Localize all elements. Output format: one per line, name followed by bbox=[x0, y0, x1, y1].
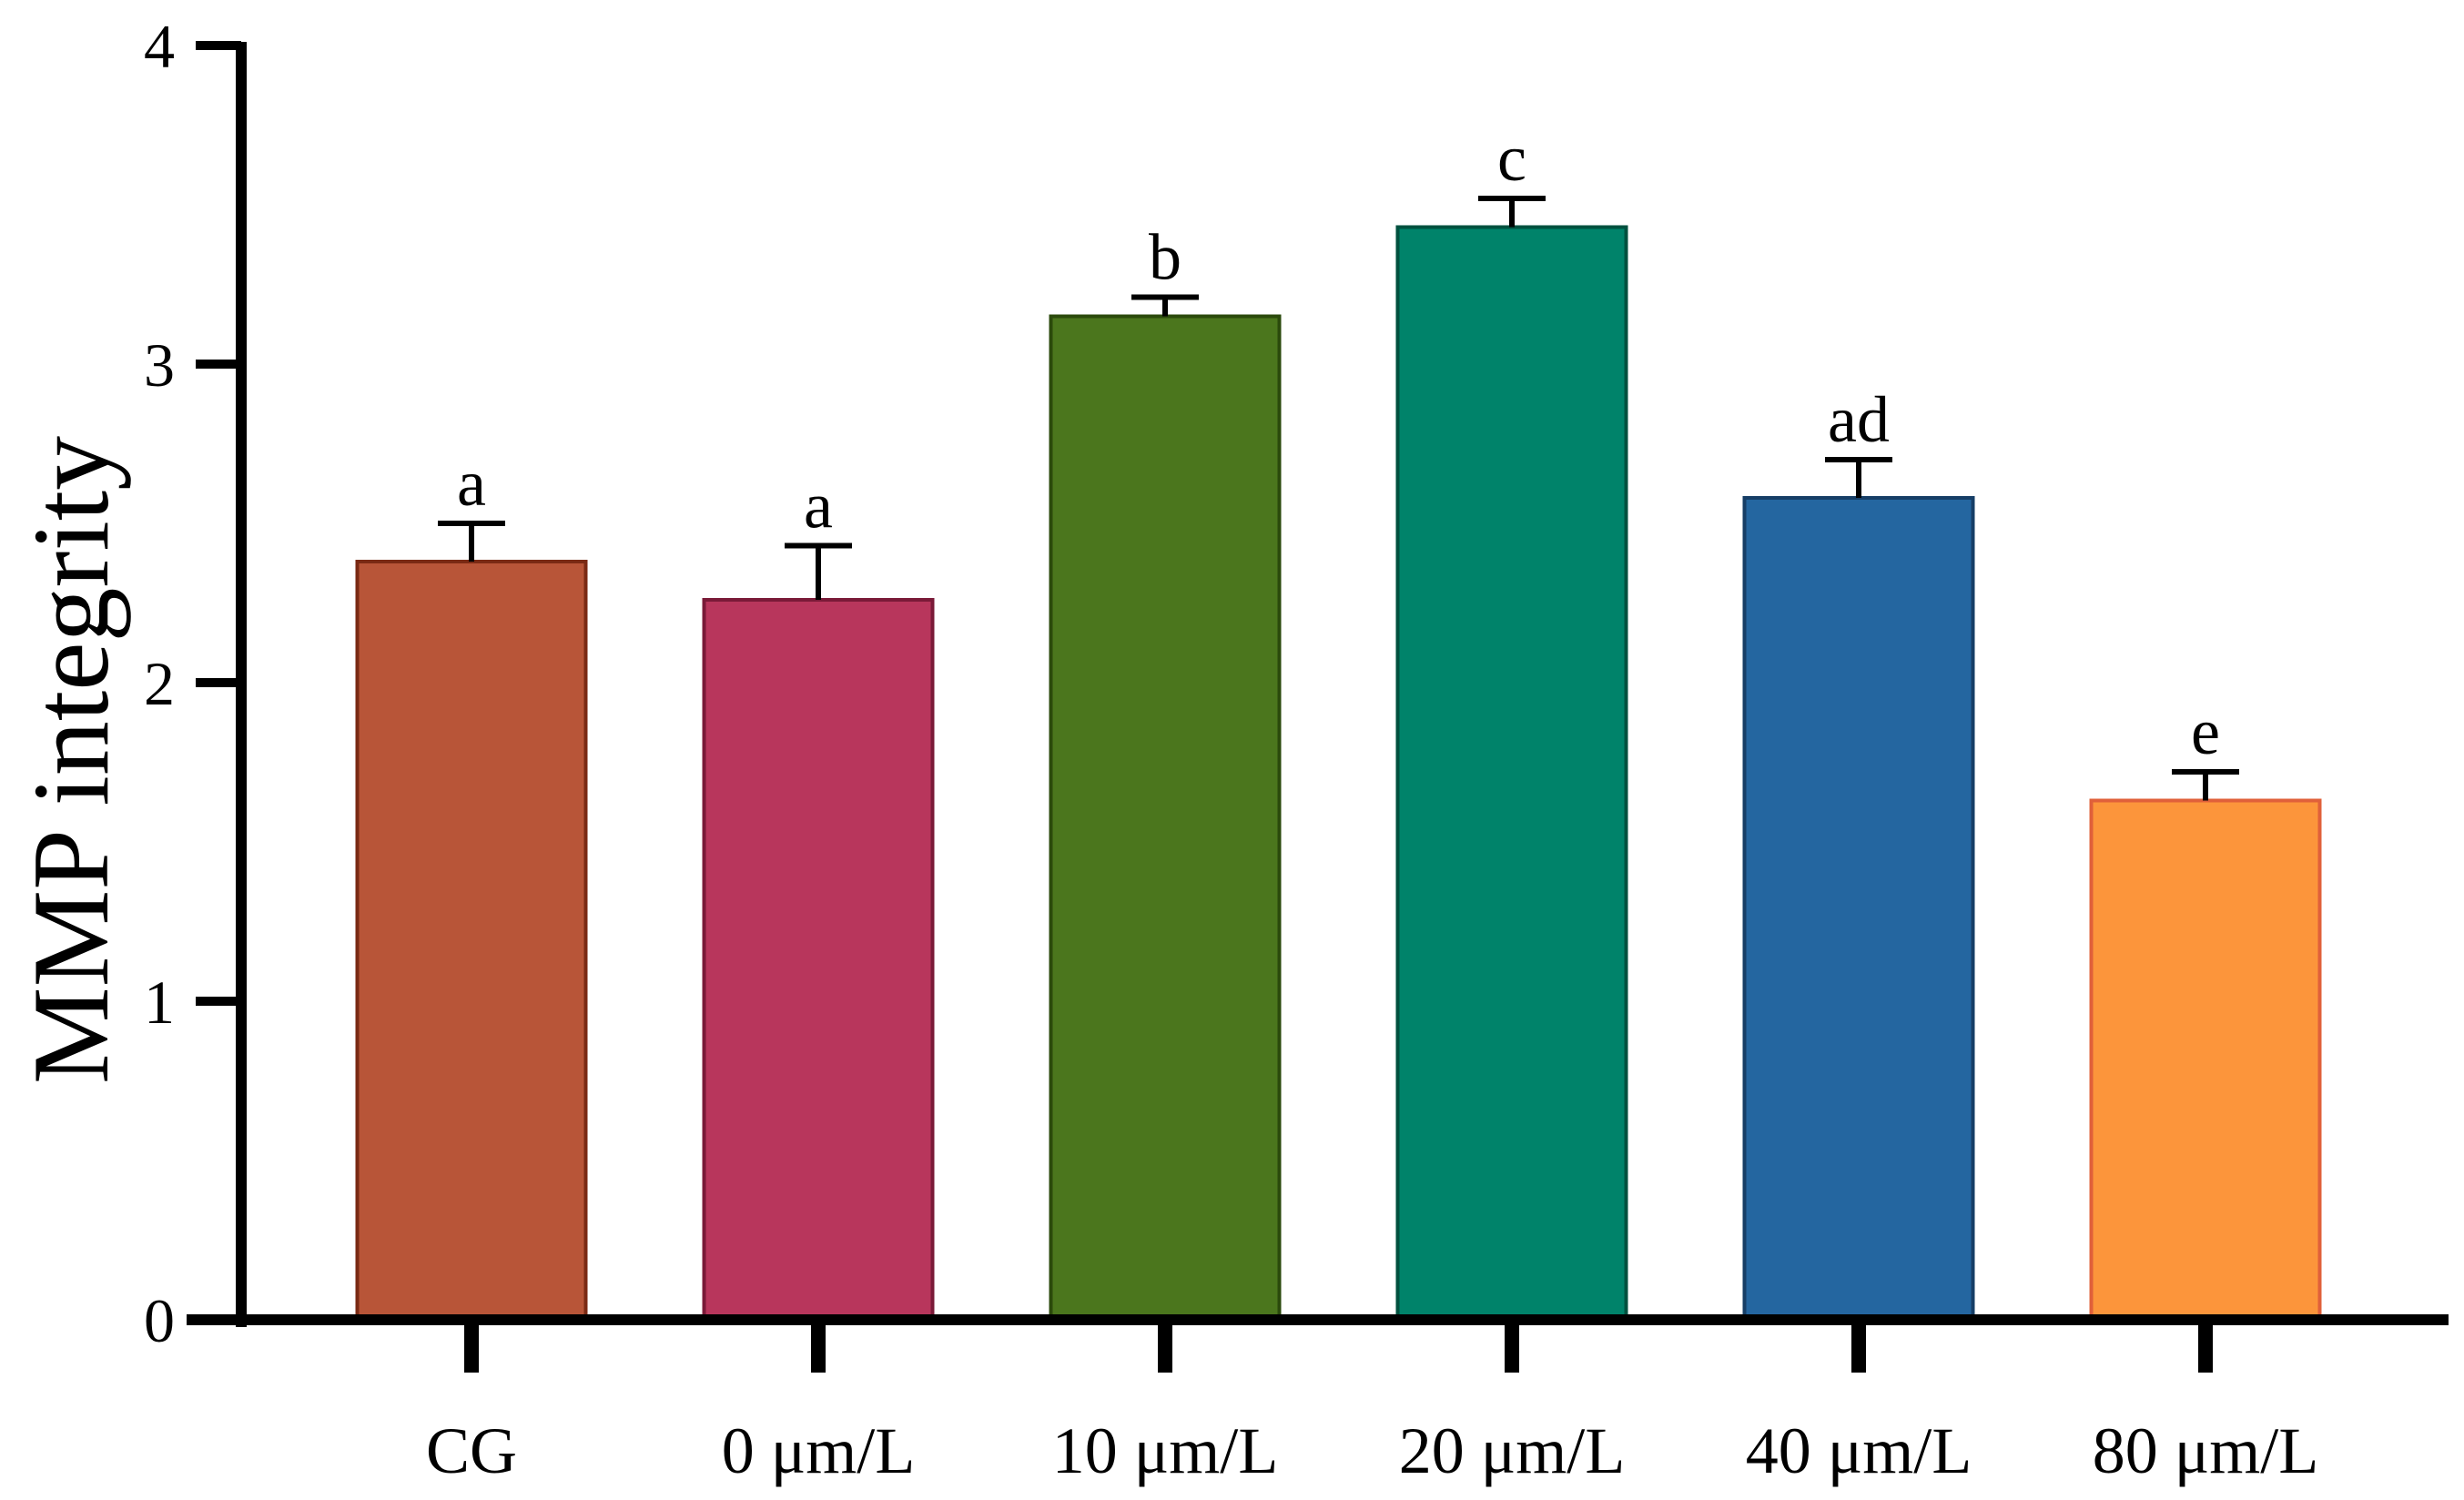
significance-label-2: b bbox=[1149, 221, 1181, 294]
x-tick-label-0: CG bbox=[426, 1414, 517, 1487]
x-tick-label-5: 80 μm/L bbox=[2093, 1414, 2319, 1487]
y-tick-label-2: 2 bbox=[144, 649, 175, 718]
y-tick-label-0: 0 bbox=[144, 1286, 175, 1355]
axes-layer bbox=[187, 41, 2449, 1373]
error-bars-layer bbox=[438, 196, 2239, 801]
y-tick-label-3: 3 bbox=[144, 330, 175, 400]
significance-label-5: e bbox=[2191, 695, 2220, 768]
significance-label-0: a bbox=[457, 447, 486, 520]
y-tick-label-1: 1 bbox=[144, 968, 175, 1037]
x-tick-label-3: 20 μm/L bbox=[1399, 1414, 1626, 1487]
bar-0 bbox=[355, 560, 588, 1322]
bar-5 bbox=[2089, 798, 2322, 1322]
significance-label-1: a bbox=[804, 470, 833, 542]
labels-layer: a CG a 0 μm/L b 10 μm/L c 20 μm/L ad 40 μm/L e 80 μ… bbox=[144, 12, 2318, 1487]
significance-label-3: c bbox=[1497, 122, 1526, 195]
x-tick-label-4: 40 μm/L bbox=[1746, 1414, 1972, 1487]
y-tick-label-4: 4 bbox=[144, 12, 175, 81]
bar-2 bbox=[1049, 314, 1282, 1322]
bars-layer bbox=[355, 225, 2322, 1322]
bar-4 bbox=[1742, 496, 1975, 1322]
y-axis-label: MMP integrity bbox=[10, 436, 131, 1084]
x-tick-label-2: 10 μm/L bbox=[1052, 1414, 1279, 1487]
significance-label-4: ad bbox=[1828, 383, 1890, 456]
x-tick-label-1: 0 μm/L bbox=[722, 1414, 916, 1487]
bar-1 bbox=[702, 598, 935, 1322]
bar-3 bbox=[1395, 225, 1628, 1322]
